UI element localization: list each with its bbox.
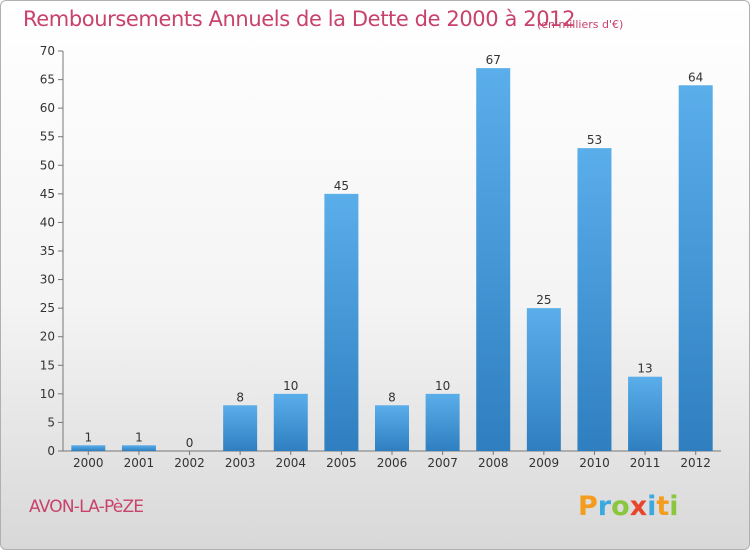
- y-tick-label: 0: [47, 444, 55, 458]
- bar-2004: [273, 393, 308, 451]
- logo-letter: i: [669, 491, 679, 522]
- chart-title: Remboursements Annuels de la Dette de 20…: [23, 7, 576, 31]
- bar-2012: [678, 85, 713, 452]
- proxiti-logo: Proxiti: [578, 491, 679, 525]
- x-tick-label: 2012: [680, 456, 711, 470]
- bar-value-label: 10: [435, 379, 450, 393]
- y-tick-label: 35: [40, 244, 55, 258]
- bar-value-label: 0: [186, 436, 194, 450]
- logo-letter: r: [597, 491, 612, 522]
- x-tick-label: 2002: [174, 456, 205, 470]
- x-tick-label: 2003: [225, 456, 256, 470]
- x-tick-label: 2004: [275, 456, 306, 470]
- bar-value-label: 53: [587, 133, 602, 147]
- y-tick-label: 30: [40, 273, 55, 287]
- x-tick-label: 2006: [377, 456, 408, 470]
- bar-value-label: 8: [236, 390, 244, 404]
- bar-value-label: 67: [486, 53, 501, 67]
- bar-2006: [375, 405, 409, 451]
- bar-2009: [526, 308, 561, 451]
- chart-unit-note: (en milliers d'€): [537, 18, 624, 31]
- bar-value-label: 10: [283, 379, 298, 393]
- y-tick-label: 65: [40, 73, 55, 87]
- y-tick-label: 50: [40, 158, 55, 172]
- y-tick-label: 10: [40, 387, 55, 401]
- logo-letter: x: [629, 491, 648, 522]
- x-tick-label: 2000: [73, 456, 104, 470]
- bar-2011: [628, 376, 663, 451]
- y-tick-label: 40: [40, 215, 55, 229]
- bar-value-label: 25: [536, 293, 551, 307]
- bars: [71, 68, 713, 452]
- bar-2000: [71, 445, 106, 451]
- x-tick-label: 2007: [427, 456, 458, 470]
- bar-value-label: 13: [637, 362, 652, 376]
- x-tick-label: 2008: [478, 456, 509, 470]
- x-tick-label: 2001: [124, 456, 155, 470]
- bar-value-label: 8: [388, 390, 396, 404]
- y-tick-label: 15: [40, 358, 55, 372]
- logo-letter: P: [578, 491, 598, 522]
- y-tick-label: 60: [40, 101, 55, 115]
- bar-value-label: 1: [84, 430, 92, 444]
- bar-2005: [324, 193, 359, 451]
- x-tick-label: 2005: [326, 456, 357, 470]
- bar-value-label: 45: [334, 179, 349, 193]
- bar-2001: [121, 445, 156, 451]
- x-tick-label: 2009: [529, 456, 560, 470]
- x-tick-label: 2010: [579, 456, 610, 470]
- bar-value-label: 1: [135, 430, 143, 444]
- bar-2008: [476, 68, 511, 452]
- bar-2010: [577, 148, 612, 451]
- y-tick-label: 25: [40, 301, 55, 315]
- y-tick-label: 5: [47, 415, 55, 429]
- bar-2007: [425, 393, 460, 451]
- logo-letter: o: [611, 491, 630, 522]
- logo-letter: t: [656, 491, 670, 522]
- x-tick-label: 2011: [630, 456, 661, 470]
- commune-name: AVON-LA-PèZE: [29, 497, 144, 517]
- y-tick-label: 20: [40, 330, 55, 344]
- y-tick-label: 55: [40, 130, 55, 144]
- logo-letter: i: [647, 491, 657, 522]
- bar-2003: [223, 405, 258, 451]
- bar-value-label: 64: [688, 70, 703, 84]
- y-tick-label: 70: [40, 44, 55, 58]
- y-tick-label: 45: [40, 187, 55, 201]
